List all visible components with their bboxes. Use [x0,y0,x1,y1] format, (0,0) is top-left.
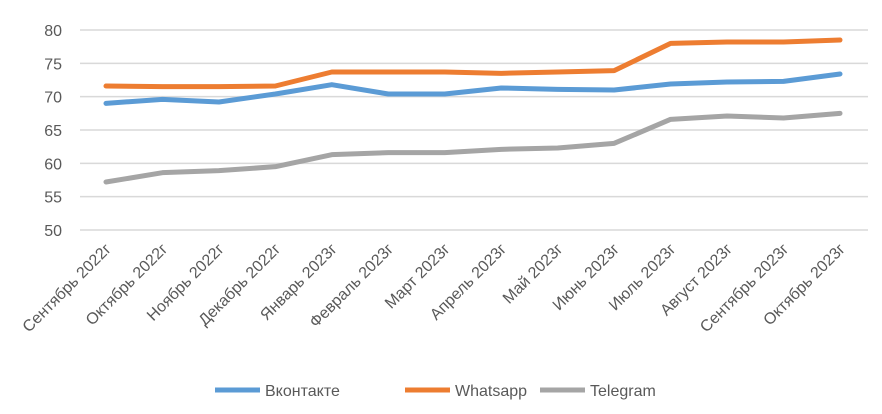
series-line-Вконтакте [103,71,843,106]
series-line-Whatsapp [103,37,843,90]
legend-label: Whatsapp [455,383,527,400]
legend-label: Вконтакте [265,383,340,400]
y-tick-label: 50 [44,223,62,240]
y-tick-label: 60 [44,156,62,173]
y-tick-label: 55 [44,190,62,207]
y-tick-label: 75 [44,56,62,73]
y-tick-label: 70 [44,90,62,107]
series-line-Telegram [103,110,843,185]
y-tick-label: 65 [44,123,62,140]
legend-label: Telegram [590,383,656,400]
y-tick-label: 80 [44,23,62,40]
